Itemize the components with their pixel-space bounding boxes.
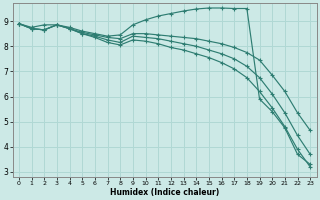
X-axis label: Humidex (Indice chaleur): Humidex (Indice chaleur) bbox=[110, 188, 219, 197]
